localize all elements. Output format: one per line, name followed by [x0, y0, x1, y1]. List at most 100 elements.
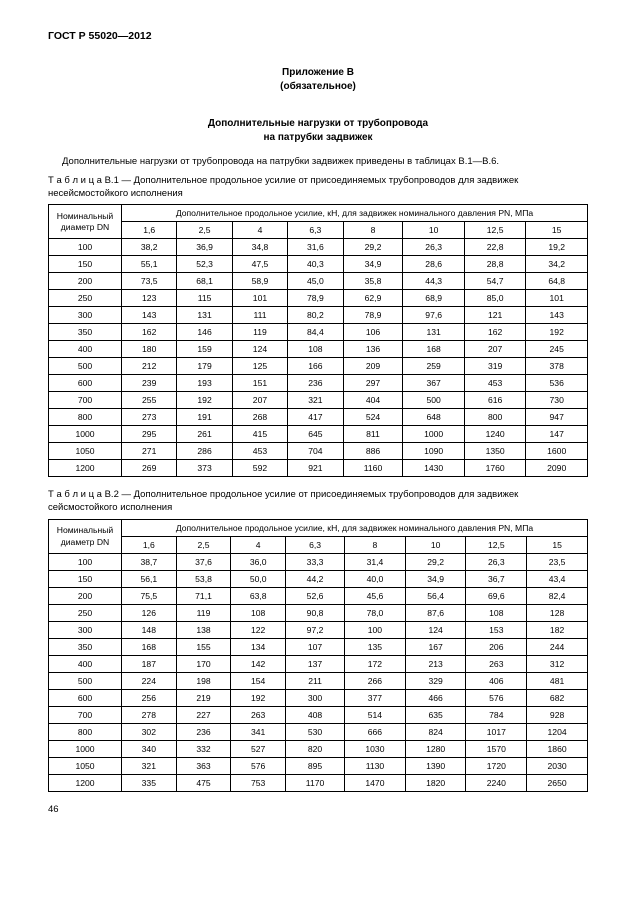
table-cell: 128	[527, 605, 588, 622]
table-cell: 44,3	[403, 273, 464, 290]
table-cell: 33,3	[286, 554, 345, 571]
table-cell: 895	[286, 758, 345, 775]
section-title: Дополнительные нагрузки от трубопровода …	[48, 117, 588, 144]
pn-col-header: 8	[343, 222, 403, 239]
table-cell: 800	[49, 724, 122, 741]
appendix-label: Приложение B	[282, 67, 354, 78]
table-row: 35016214611984,4106131162192	[49, 324, 588, 341]
table-cell: 481	[527, 673, 588, 690]
table1-caption-text: B.1 — Дополнительное продольное усилие о…	[48, 175, 518, 199]
table-cell: 1280	[405, 741, 466, 758]
table-cell: 56,1	[122, 571, 177, 588]
table-cell: 154	[231, 673, 286, 690]
table-row: 500212179125166209259319378	[49, 358, 588, 375]
table-cell: 2030	[527, 758, 588, 775]
table-cell: 166	[288, 358, 343, 375]
table-cell: 536	[526, 375, 588, 392]
table-row: 30014813812297,2100124153182	[49, 622, 588, 639]
table-cell: 453	[232, 443, 287, 460]
table-cell: 700	[49, 707, 122, 724]
table-cell: 34,9	[343, 256, 403, 273]
table-cell: 75,5	[122, 588, 177, 605]
table-cell: 97,2	[286, 622, 345, 639]
table-cell: 134	[231, 639, 286, 656]
table-cell: 300	[49, 307, 122, 324]
table-cell: 261	[177, 426, 232, 443]
table-cell: 278	[122, 707, 177, 724]
table-cell: 1050	[49, 443, 122, 460]
document-id: ГОСТ Р 55020—2012	[48, 30, 588, 42]
table-cell: 192	[231, 690, 286, 707]
table-cell: 2240	[466, 775, 527, 792]
table-cell: 239	[122, 375, 177, 392]
table-cell: 378	[526, 358, 588, 375]
table-cell: 530	[286, 724, 345, 741]
table-cell: 78,9	[288, 290, 343, 307]
table-b2: Номинальный диаметр DN Дополнительное пр…	[48, 519, 588, 792]
table-cell: 1470	[345, 775, 406, 792]
table-cell: 100	[49, 239, 122, 256]
table-cell: 616	[464, 392, 525, 409]
table-cell: 36,9	[177, 239, 232, 256]
table-cell: 592	[232, 460, 287, 477]
table-cell: 500	[403, 392, 464, 409]
table-cell: 125	[232, 358, 287, 375]
table-row: 20075,571,163,852,645,656,469,682,4	[49, 588, 588, 605]
table-cell: 167	[405, 639, 466, 656]
table-cell: 64,8	[526, 273, 588, 290]
dn-header-line2: диаметр DN	[61, 537, 110, 547]
table-cell: 1017	[466, 724, 527, 741]
table-cell: 1000	[49, 426, 122, 443]
table-cell: 753	[231, 775, 286, 792]
table-b1: Номинальный диаметр DN Дополнительное пр…	[48, 204, 588, 477]
table-cell: 268	[232, 409, 287, 426]
table-cell: 45,0	[288, 273, 343, 290]
table-cell: 124	[405, 622, 466, 639]
table-cell: 162	[122, 324, 177, 341]
table-cell: 40,3	[288, 256, 343, 273]
table-cell: 1390	[405, 758, 466, 775]
table-cell: 367	[403, 375, 464, 392]
table-cell: 1860	[527, 741, 588, 758]
table-row: 25012311510178,962,968,985,0101	[49, 290, 588, 307]
table-cell: 138	[176, 622, 231, 639]
table-row: 12002693735929211160143017602090	[49, 460, 588, 477]
table-cell: 250	[49, 605, 122, 622]
table-cell: 168	[403, 341, 464, 358]
table-cell: 85,0	[464, 290, 525, 307]
pn-col-header: 2,5	[177, 222, 232, 239]
table-cell: 123	[122, 290, 177, 307]
table-cell: 106	[343, 324, 403, 341]
table-cell: 148	[122, 622, 177, 639]
table-cell: 224	[122, 673, 177, 690]
table-cell: 1820	[405, 775, 466, 792]
table-cell: 80,2	[288, 307, 343, 324]
table-cell: 811	[343, 426, 403, 443]
table-cell: 321	[122, 758, 177, 775]
table-cell: 53,8	[176, 571, 231, 588]
table-cell: 172	[345, 656, 406, 673]
table-cell: 150	[49, 571, 122, 588]
table-cell: 312	[527, 656, 588, 673]
table-row: 600256219192300377466576682	[49, 690, 588, 707]
table2-caption-text: B.2 — Дополнительное продольное усилие о…	[48, 489, 518, 513]
table-cell: 417	[288, 409, 343, 426]
table-cell: 68,9	[403, 290, 464, 307]
table-cell: 54,7	[464, 273, 525, 290]
table-cell: 1430	[403, 460, 464, 477]
pn-col-header: 4	[231, 537, 286, 554]
table-cell: 784	[466, 707, 527, 724]
table-row: 10003403325278201030128015701860	[49, 741, 588, 758]
table-cell: 329	[405, 673, 466, 690]
table-cell: 71,1	[176, 588, 231, 605]
table-cell: 29,2	[405, 554, 466, 571]
table-cell: 2090	[526, 460, 588, 477]
table-cell: 212	[122, 358, 177, 375]
pn-col-header: 12,5	[464, 222, 525, 239]
table-cell: 404	[343, 392, 403, 409]
table-cell: 150	[49, 256, 122, 273]
table-cell: 1350	[464, 443, 525, 460]
table-cell: 97,6	[403, 307, 464, 324]
table-row: 15056,153,850,044,240,034,936,743,4	[49, 571, 588, 588]
table-cell: 192	[526, 324, 588, 341]
